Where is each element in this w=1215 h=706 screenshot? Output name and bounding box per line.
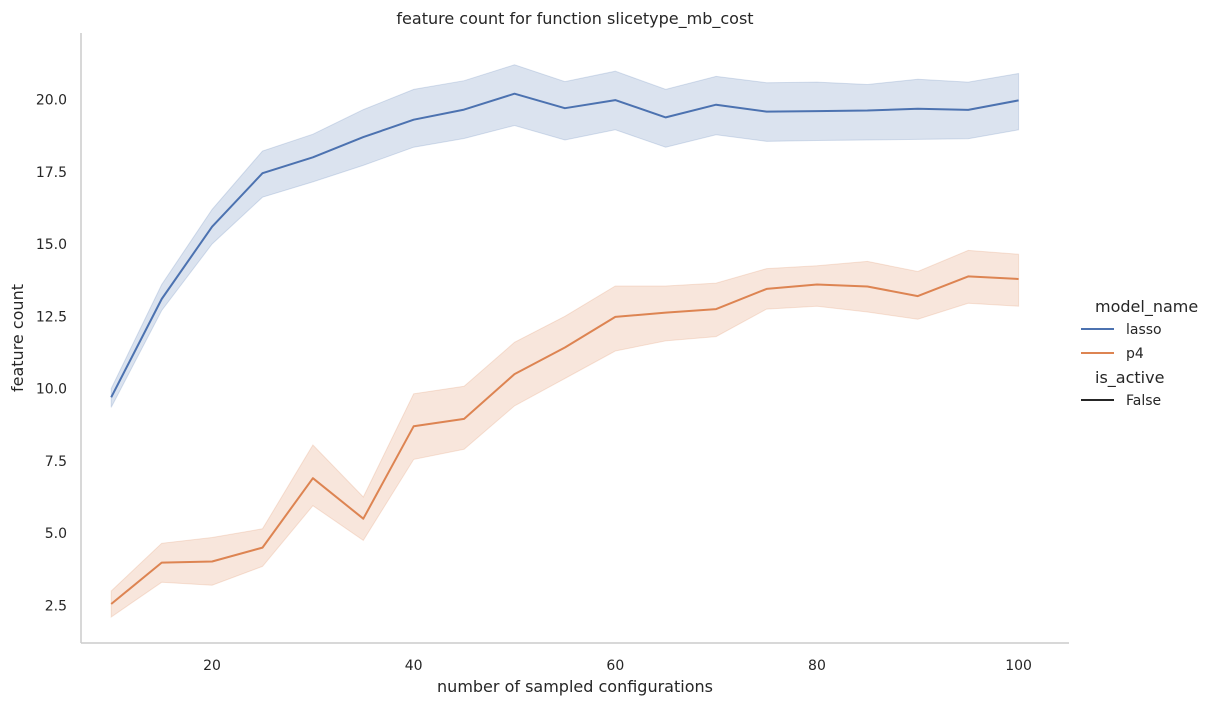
- x-tick-label: 60: [606, 658, 624, 674]
- series-line-p4: [110, 275, 1019, 605]
- legend-hue-items: lasso p4: [1081, 322, 1162, 362]
- x-ticks: 20 40 60 80 100: [203, 658, 1032, 674]
- y-ticks: 2.5 5.0 7.5 10.0 12.5 15.0 17.5 20.0: [36, 92, 67, 614]
- y-tick-label: 15.0: [36, 237, 67, 253]
- legend-label-lasso: lasso: [1126, 322, 1162, 338]
- legend-hue-title: model_name: [1095, 297, 1198, 317]
- y-tick-label: 17.5: [36, 165, 67, 181]
- y-tick-label: 5.0: [45, 526, 67, 542]
- x-tick-label: 20: [203, 658, 221, 674]
- x-axis-title: number of sampled configurations: [437, 677, 713, 696]
- legend-style-items: False: [1081, 393, 1161, 409]
- y-tick-label: 7.5: [45, 454, 67, 470]
- y-tick-label: 10.0: [36, 382, 67, 398]
- y-axis-title: feature count: [8, 284, 27, 392]
- x-tick-label: 80: [808, 658, 826, 674]
- legend-style-title: is_active: [1095, 368, 1164, 388]
- ci-band-p4: [110, 249, 1020, 618]
- series-line-lasso: [110, 92, 1019, 398]
- legend: model_name lasso p4 is_active False: [1081, 297, 1198, 409]
- y-tick-label: 20.0: [36, 92, 67, 108]
- chart-title: feature count for function slicetype_mb_…: [396, 9, 753, 29]
- legend-style-label: False: [1126, 393, 1161, 409]
- ci-band-lasso: [110, 64, 1020, 408]
- y-tick-label: 2.5: [45, 598, 67, 614]
- plot-area: [110, 64, 1020, 618]
- legend-label-p4: p4: [1126, 346, 1144, 362]
- axes: 2.5 5.0 7.5 10.0 12.5 15.0 17.5 20.0 20 40 60 80 10…: [36, 33, 1069, 674]
- y-tick-label: 12.5: [36, 309, 67, 325]
- x-tick-label: 40: [405, 658, 423, 674]
- x-tick-label: 100: [1005, 658, 1032, 674]
